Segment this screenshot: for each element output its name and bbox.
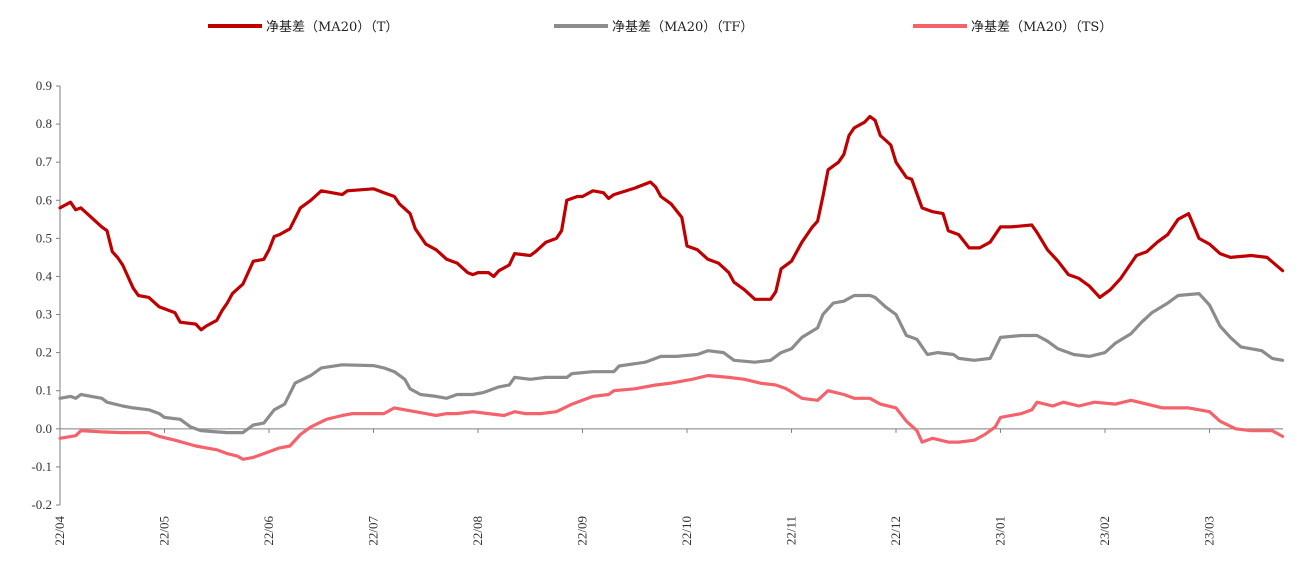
- legend-item-tf: 净基差（MA20）（TF）: [554, 20, 753, 35]
- y-tick-label: 0.6: [36, 192, 53, 207]
- x-tick-label: 22/06: [261, 516, 276, 546]
- y-tick-label: 0.8: [36, 116, 52, 131]
- legend-label-t: 净基差（MA20）（T）: [266, 20, 398, 35]
- y-tick-label: -0.2: [31, 497, 52, 512]
- y-tick-label: 0.9: [36, 78, 52, 93]
- y-tick-label: 0.1: [36, 383, 52, 398]
- x-tick-label: 22/07: [366, 516, 381, 546]
- series-line-ts: [58, 373, 1285, 461]
- y-tick-label: 0.5: [36, 230, 52, 245]
- x-tick-label: 23/01: [993, 516, 1008, 546]
- x-tick-label: 23/02: [1097, 516, 1112, 546]
- legend-item-ts: 净基差（MA20）（TS）: [913, 20, 1112, 35]
- x-tick-label: 22/08: [470, 516, 485, 546]
- x-tick-label: 22/05: [157, 516, 172, 546]
- legend-label-tf: 净基差（MA20）（TF）: [612, 20, 753, 35]
- series-line-tf: [58, 292, 1285, 435]
- series-lines: [58, 114, 1285, 461]
- y-tick-label: 0.2: [36, 345, 52, 360]
- y-tick-label: 0.7: [36, 154, 53, 169]
- legend-label-ts: 净基差（MA20）（TS）: [971, 20, 1112, 35]
- legend: 净基差（MA20）（T） 净基差（MA20）（TF） 净基差（MA20）（TS）: [208, 20, 1112, 35]
- y-tick-label: 0.4: [36, 268, 53, 283]
- x-tick-label: 22/12: [888, 516, 903, 546]
- x-tick-label: 22/11: [784, 516, 799, 545]
- series-line-t: [58, 114, 1285, 332]
- y-tick-label: 0.3: [36, 307, 52, 322]
- y-tick-label: 0.0: [36, 421, 52, 436]
- x-tick-label: 22/10: [679, 516, 694, 546]
- x-axis: 22/04 22/05 22/06 22/07 22/08 22/09 22/10 22/11…: [52, 428, 1283, 546]
- x-tick-label: 22/04: [52, 516, 67, 546]
- legend-item-t: 净基差（MA20）（T）: [208, 20, 398, 35]
- x-tick-label: 22/09: [575, 516, 590, 546]
- y-axis: -0.2 -0.1 0.0 0.1 0.2 0.3 0.4 0.5 0.6 0.7 0.8 0.9: [31, 78, 61, 512]
- y-tick-label: -0.1: [31, 459, 52, 474]
- x-tick-label: 23/03: [1202, 516, 1217, 546]
